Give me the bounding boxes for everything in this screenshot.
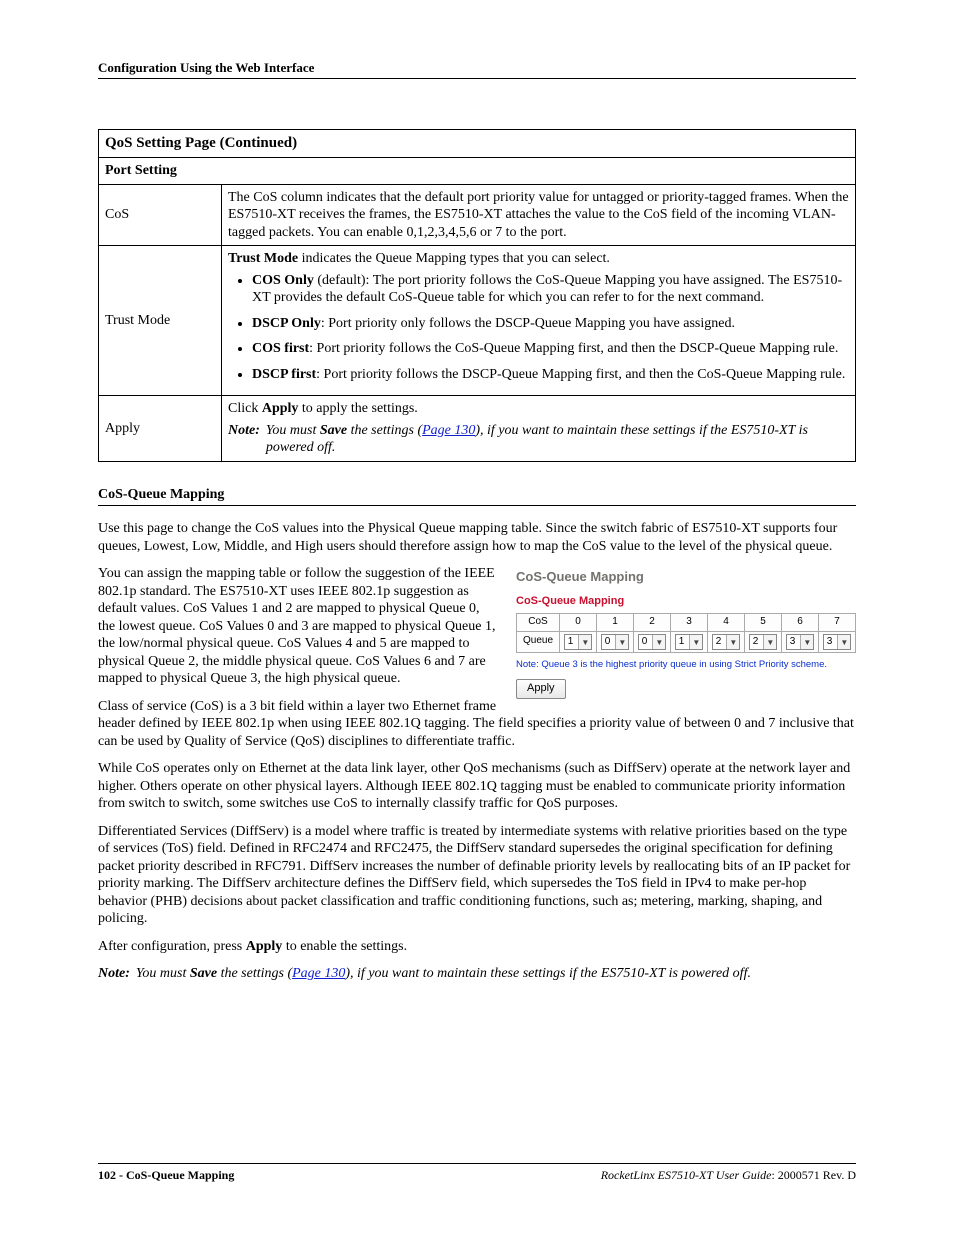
apply-line1-c: to apply the settings.: [298, 401, 417, 416]
apply-note-body: You must Save the settings (Page 130), i…: [266, 422, 849, 457]
row-label-apply: Apply: [99, 396, 222, 462]
trust-b4-text: : Port priority follows the DSCP-Queue M…: [316, 367, 845, 382]
apply-note-save: Save: [320, 423, 347, 438]
cosmap-queue-select-3[interactable]: 1▼: [675, 634, 704, 650]
section-note-c: ), if you want to maintain these setting…: [345, 966, 751, 981]
cosmap-cos-2: 2: [634, 614, 671, 632]
apply-note-b: the settings (: [347, 423, 422, 438]
trust-bullet-3: COS first: Port priority follows the CoS…: [252, 340, 849, 358]
cosmap-queue-val-2: 0: [639, 635, 654, 649]
trust-bullet-2: DSCP Only: Port priority only follows th…: [252, 315, 849, 333]
dropdown-icon: ▼: [579, 635, 591, 649]
section-note-a: You must: [136, 966, 190, 981]
trust-bullet-1: COS Only (default): The port priority fo…: [252, 272, 849, 307]
apply-note-a: You must: [266, 423, 320, 438]
section-p6: After configuration, press Apply to enab…: [98, 938, 856, 956]
trust-b2-bold: DSCP Only: [252, 316, 321, 331]
trust-b2-text: : Port priority only follows the DSCP-Qu…: [321, 316, 735, 331]
footer-right-rest: : 2000571 Rev. D: [771, 1168, 856, 1182]
cosmap-queue-val-6: 3: [787, 635, 802, 649]
cosmap-cos-4: 4: [708, 614, 745, 632]
section-note-save: Save: [190, 966, 217, 981]
trust-b1-text: (default): The port priority follows the…: [252, 273, 842, 306]
apply-note-link[interactable]: Page 130: [422, 423, 475, 438]
cosmap-queue-val-1: 0: [602, 635, 617, 649]
dropdown-icon: ▼: [764, 635, 776, 649]
section-p6-b: Apply: [246, 939, 283, 954]
dropdown-icon: ▼: [727, 635, 739, 649]
section-p1: Use this page to change the CoS values i…: [98, 520, 856, 555]
trust-b3-bold: COS first: [252, 341, 309, 356]
cosmap-row-queue: Queue 1▼ 0▼ 0▼ 1▼ 2▼ 2▼ 3▼ 3▼: [517, 631, 856, 652]
qos-table-subtitle: Port Setting: [99, 158, 856, 185]
section-note: Note: You must Save the settings (Page 1…: [98, 965, 856, 983]
cosmap-cos-0: 0: [560, 614, 597, 632]
cosmap-cos-7: 7: [819, 614, 856, 632]
cosmap-table: CoS 0 1 2 3 4 5 6 7 Queue 1▼ 0▼ 0▼ 1▼ 2▼…: [516, 613, 856, 653]
trust-intro-bold: Trust Mode: [228, 251, 298, 266]
dropdown-icon: ▼: [801, 635, 813, 649]
cosmap-queue-val-5: 2: [750, 635, 765, 649]
qos-table-title: QoS Setting Page (Continued): [99, 130, 856, 158]
section-p5: Differentiated Services (DiffServ) is a …: [98, 823, 856, 928]
cosmap-queue-select-0[interactable]: 1▼: [564, 634, 593, 650]
apply-note-label: Note:: [228, 422, 266, 457]
section-note-label: Note:: [98, 965, 136, 983]
qos-setting-table: QoS Setting Page (Continued) Port Settin…: [98, 129, 856, 461]
trust-b4-bold: DSCP first: [252, 367, 316, 382]
trust-intro-text: indicates the Queue Mapping types that y…: [298, 251, 610, 266]
apply-line1-b: Apply: [262, 401, 299, 416]
dropdown-icon: ▼: [616, 635, 628, 649]
row-label-cos: CoS: [99, 184, 222, 246]
trust-bullet-4: DSCP first: Port priority follows the DS…: [252, 366, 849, 384]
dropdown-icon: ▼: [690, 635, 702, 649]
section-p6-c: to enable the settings.: [282, 939, 407, 954]
apply-line1-a: Click: [228, 401, 262, 416]
trust-b1-bold: COS Only: [252, 273, 314, 288]
section-cos-queue-mapping: CoS-Queue Mapping: [98, 486, 856, 507]
cosmap-row-cos: CoS 0 1 2 3 4 5 6 7: [517, 614, 856, 632]
cosmap-queue-select-2[interactable]: 0▼: [638, 634, 667, 650]
cosmap-label-queue: Queue: [517, 631, 560, 652]
cosmap-title: CoS-Queue Mapping: [516, 569, 856, 585]
cosmap-queue-select-6[interactable]: 3▼: [786, 634, 815, 650]
cosmap-cos-1: 1: [597, 614, 634, 632]
cosmap-queue-val-0: 1: [565, 635, 580, 649]
trust-bullets: COS Only (default): The port priority fo…: [228, 272, 849, 384]
cosmap-queue-val-3: 1: [676, 635, 691, 649]
cosmap-queue-select-4[interactable]: 2▼: [712, 634, 741, 650]
row-content-trust: Trust Mode indicates the Queue Mapping t…: [222, 246, 856, 396]
row-content-cos: The CoS column indicates that the defaul…: [222, 184, 856, 246]
cosmap-apply-button[interactable]: Apply: [516, 679, 566, 699]
cosmap-queue-select-5[interactable]: 2▼: [749, 634, 778, 650]
section-p3: Class of service (CoS) is a 3 bit field …: [98, 698, 856, 751]
cosmap-queue-select-1[interactable]: 0▼: [601, 634, 630, 650]
cosmap-note: Note: Queue 3 is the highest priority qu…: [516, 659, 856, 671]
cosmap-label-cos: CoS: [517, 614, 560, 632]
row-content-apply: Click Apply to apply the settings. Note:…: [222, 396, 856, 462]
page-footer: 102 - CoS-Queue Mapping RocketLinx ES751…: [98, 1163, 856, 1183]
cos-queue-mapping-panel: CoS-Queue Mapping CoS-Queue Mapping CoS …: [516, 569, 856, 699]
page-header: Configuration Using the Web Interface: [98, 60, 856, 79]
cosmap-cos-5: 5: [745, 614, 782, 632]
cosmap-cos-3: 3: [671, 614, 708, 632]
dropdown-icon: ▼: [838, 635, 850, 649]
footer-right-italic: RocketLinx ES7510-XT User Guide: [601, 1168, 772, 1182]
footer-right: RocketLinx ES7510-XT User Guide: 2000571…: [601, 1168, 856, 1183]
cosmap-queue-select-7[interactable]: 3▼: [823, 634, 852, 650]
cosmap-subtitle: CoS-Queue Mapping: [516, 595, 856, 609]
cosmap-queue-val-7: 3: [824, 635, 839, 649]
trust-b3-text: : Port priority follows the CoS-Queue Ma…: [309, 341, 838, 356]
footer-left: 102 - CoS-Queue Mapping: [98, 1168, 234, 1183]
section-p4: While CoS operates only on Ethernet at t…: [98, 760, 856, 813]
section-note-link[interactable]: Page 130: [292, 966, 345, 981]
cosmap-cos-6: 6: [782, 614, 819, 632]
cosmap-queue-val-4: 2: [713, 635, 728, 649]
section-note-body: You must Save the settings (Page 130), i…: [136, 965, 751, 983]
dropdown-icon: ▼: [653, 635, 665, 649]
section-note-b: the settings (: [217, 966, 292, 981]
row-label-trust: Trust Mode: [99, 246, 222, 396]
section-p6-a: After configuration, press: [98, 939, 246, 954]
